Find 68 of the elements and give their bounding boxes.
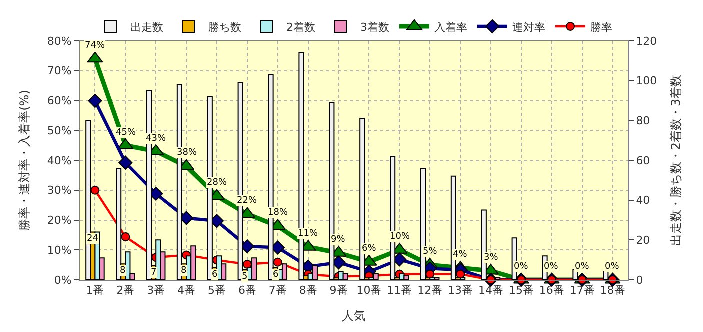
y2-axis-title: 出走数・勝ち数・2着数・3着数 <box>669 74 684 246</box>
y-tick-label: 40% <box>47 154 72 168</box>
x-tick-label: 15番 <box>508 284 534 298</box>
y2-tick-label: 80 <box>636 114 650 128</box>
data-label: 0% <box>514 262 529 272</box>
data-label: 24 <box>87 234 99 244</box>
x-tick-label: 11番 <box>387 284 412 298</box>
data-label: 18% <box>268 208 288 218</box>
y2-tick-label: 0 <box>636 274 644 287</box>
legend-label: 出走数 <box>130 20 164 34</box>
y-tick-label: 50% <box>47 124 72 138</box>
y2-tick-label: 100 <box>636 74 658 88</box>
x-axis-title: 人気 <box>342 309 366 324</box>
y-tick-label: 0% <box>54 274 72 287</box>
y-tick-label: 20% <box>47 214 72 228</box>
x-tick-label: 10番 <box>356 284 382 298</box>
data-label: 0% <box>575 262 590 272</box>
data-label: 6% <box>362 244 377 254</box>
x-tick-label: 6番 <box>238 284 256 298</box>
y-tick-label: 80% <box>47 34 72 48</box>
y-tick-label: 10% <box>47 244 72 257</box>
data-label: 4% <box>453 250 468 260</box>
legend-label: 3着数 <box>360 20 390 34</box>
x-tick-label: 14番 <box>478 284 504 298</box>
data-label: 8 <box>120 266 126 276</box>
x-tick-label: 18番 <box>600 284 626 298</box>
data-label: 9% <box>331 235 346 245</box>
y2-tick-label: 20 <box>636 234 650 248</box>
data-label: 6 <box>273 270 279 280</box>
x-tick-label: 12番 <box>418 284 443 298</box>
data-label: 6 <box>212 270 218 280</box>
x-tick-label: 4番 <box>178 284 196 298</box>
y2-tick-label: 60 <box>636 154 650 168</box>
data-label: 74% <box>85 41 106 51</box>
x-tick-label: 1番 <box>86 284 104 298</box>
data-label: 3% <box>484 253 499 263</box>
x-tick-label: 8番 <box>299 284 318 298</box>
legend-label: 連対率 <box>512 20 546 34</box>
y2-tick-label: 40 <box>636 194 650 208</box>
x-tick-label: 7番 <box>268 284 287 298</box>
legend-label: 勝率 <box>590 20 612 34</box>
x-tick-label: 17番 <box>570 284 595 298</box>
y-tick-label: 70% <box>47 64 72 78</box>
data-label: 28% <box>207 178 228 188</box>
data-label: 0% <box>605 262 620 272</box>
data-label: 8 <box>181 266 187 276</box>
data-label: 11% <box>298 229 318 239</box>
x-tick-label: 5番 <box>208 284 226 298</box>
legend-label: 2着数 <box>286 20 316 34</box>
y-tick-label: 60% <box>47 94 72 108</box>
y2-tick-label: 120 <box>636 34 658 48</box>
x-tick-label: 2番 <box>116 284 135 298</box>
data-label: 7 <box>151 268 157 278</box>
x-tick-label: 3番 <box>147 284 166 298</box>
x-tick-label: 16番 <box>539 284 564 298</box>
legend-label: 勝ち数 <box>208 20 242 34</box>
legend-label: 入着率 <box>434 20 468 34</box>
data-label: 38% <box>177 148 198 158</box>
x-tick-label: 13番 <box>448 284 474 298</box>
y-axis-title: 勝率・連対率・入着率(%) <box>18 90 32 231</box>
x-tick-label: 9番 <box>330 284 348 298</box>
data-label: 0% <box>544 262 559 272</box>
data-label: 43% <box>146 134 166 144</box>
data-label: 10% <box>390 232 410 242</box>
data-label: 5% <box>423 247 438 257</box>
data-label: 45% <box>116 128 136 138</box>
y-tick-label: 30% <box>47 184 72 198</box>
data-label: 22% <box>237 196 258 206</box>
